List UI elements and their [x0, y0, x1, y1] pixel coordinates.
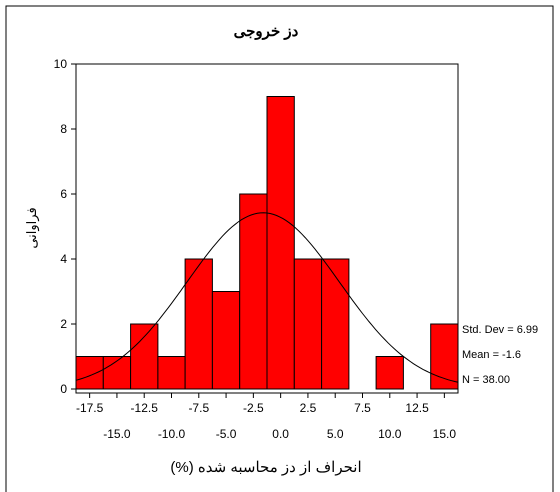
x-tick-label: -15.0 — [103, 427, 131, 441]
bars — [75, 96, 459, 390]
x-tick-label: -10.0 — [158, 427, 186, 441]
y-axis-label: فراوانی — [24, 207, 40, 248]
stat-std-dev: Std. Dev = 6.99 — [462, 324, 538, 336]
histogram-bar — [430, 323, 459, 390]
y-axis: 0 2 4 6 8 10 — [54, 57, 76, 396]
histogram-bar — [375, 356, 404, 390]
x-tick-label: -7.5 — [188, 401, 209, 415]
histogram-bar — [75, 356, 104, 390]
x-tick-label: -12.5 — [131, 401, 159, 415]
y-tick-label: 0 — [60, 382, 67, 396]
x-tick-label: -17.5 — [76, 401, 104, 415]
y-tick-label: 6 — [60, 187, 67, 201]
chart-title: دز خروجی — [234, 23, 299, 40]
x-tick-label: 5.0 — [327, 427, 344, 441]
x-tick-label: -2.5 — [243, 401, 264, 415]
histogram-bar — [211, 291, 241, 390]
x-tick-label: 0.0 — [272, 427, 289, 441]
histogram-bar — [184, 258, 213, 390]
histogram-bar — [321, 258, 350, 390]
x-tick-label: 15.0 — [433, 427, 457, 441]
histogram-bar — [157, 356, 186, 390]
stats-box: Std. Dev = 6.99 Mean = -1.6 N = 38.00 — [462, 324, 538, 386]
histogram-bar — [130, 323, 159, 390]
normal-curve — [75, 212, 459, 383]
x-tick-label: 2.5 — [300, 401, 317, 415]
x-axis: -17.5 -12.5 -7.5 -2.5 2.5 7.5 12.5 -15.0 -10.0 -5… — [76, 393, 456, 441]
x-tick-label: 12.5 — [405, 401, 429, 415]
stat-mean: Mean = -1.6 — [462, 349, 521, 361]
histogram-bar — [266, 96, 295, 390]
stat-n: N = 38.00 — [462, 374, 510, 386]
histogram-bar — [293, 258, 323, 390]
x-tick-label: 10.0 — [378, 427, 402, 441]
y-tick-label: 4 — [60, 252, 67, 266]
histogram-bar — [102, 356, 132, 390]
y-tick-label: 8 — [60, 122, 67, 136]
x-tick-label: -5.0 — [216, 427, 237, 441]
y-tick-label: 10 — [54, 57, 68, 71]
x-tick-label: 7.5 — [354, 401, 371, 415]
y-tick-label: 2 — [60, 317, 67, 331]
histogram-bar — [239, 193, 268, 390]
x-axis-label: انحراف از دز محاسبه شده (%) — [170, 459, 361, 476]
figure-border — [5, 5, 554, 492]
